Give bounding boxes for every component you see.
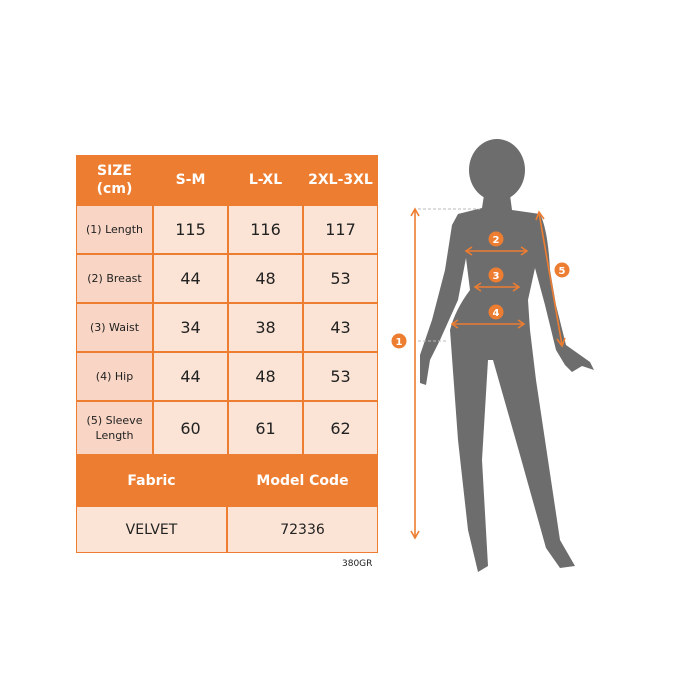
model-code-header: Model Code	[227, 455, 378, 506]
fabric-header-row: Fabric Model Code	[76, 455, 378, 506]
cell-value: 53	[303, 254, 378, 303]
model-code-value: 72336	[227, 506, 378, 553]
unit-label: (cm)	[96, 181, 133, 197]
size-label: SIZE	[96, 163, 132, 179]
cell-value: 117	[303, 205, 378, 254]
cell-value: 43	[303, 303, 378, 352]
size-chart-table: SIZE (cm) S-M L-XL 2XL-3XL (1) Length 11…	[76, 155, 378, 553]
size-l-xl-header: L-XL	[228, 155, 303, 205]
marker-2: 2	[493, 235, 500, 246]
size-s-m-header: S-M	[153, 155, 228, 205]
table-header-row: SIZE (cm) S-M L-XL 2XL-3XL	[76, 155, 378, 205]
marker-5: 5	[559, 266, 566, 277]
measurement-markers: 1 2 3 4 5	[391, 231, 570, 349]
row-label: (4) Hip	[76, 352, 153, 401]
marker-4: 4	[493, 308, 500, 319]
row-label: (3) Waist	[76, 303, 153, 352]
guide-lines	[418, 208, 480, 342]
row-label-line: Length	[95, 429, 134, 442]
cell-value: 53	[303, 352, 378, 401]
table-row: (5) Sleeve Length 60 61 62	[76, 401, 378, 455]
measurement-arrows	[410, 207, 566, 540]
fabric-header: Fabric	[76, 455, 227, 506]
cell-value: 38	[228, 303, 303, 352]
size-unit-header: SIZE (cm)	[76, 155, 153, 205]
size-2xl-3xl-header: 2XL-3XL	[303, 155, 378, 205]
cell-value: 48	[228, 254, 303, 303]
cell-value: 61	[228, 401, 303, 455]
cell-value: 62	[303, 401, 378, 455]
cell-value: 34	[153, 303, 228, 352]
table-row: (1) Length 115 116 117	[76, 205, 378, 254]
table-row: (4) Hip 44 48 53	[76, 352, 378, 401]
cell-value: 48	[228, 352, 303, 401]
footer-code: 380GR	[342, 559, 373, 569]
table-row: (3) Waist 34 38 43	[76, 303, 378, 352]
row-label-line: (5) Sleeve	[86, 414, 143, 427]
marker-3: 3	[493, 271, 500, 282]
row-label: (1) Length	[76, 205, 153, 254]
cell-value: 60	[153, 401, 228, 455]
table-row: (2) Breast 44 48 53	[76, 254, 378, 303]
cell-value: 44	[153, 254, 228, 303]
cell-value: 116	[228, 205, 303, 254]
row-label: (5) Sleeve Length	[76, 401, 153, 455]
cell-value: 115	[153, 205, 228, 254]
row-label: (2) Breast	[76, 254, 153, 303]
fabric-row: VELVET 72336	[76, 506, 378, 553]
body-silhouette	[420, 139, 594, 572]
sleeve-arrow	[538, 212, 563, 346]
fabric-value: VELVET	[76, 506, 227, 553]
cell-value: 44	[153, 352, 228, 401]
marker-1: 1	[396, 337, 403, 348]
